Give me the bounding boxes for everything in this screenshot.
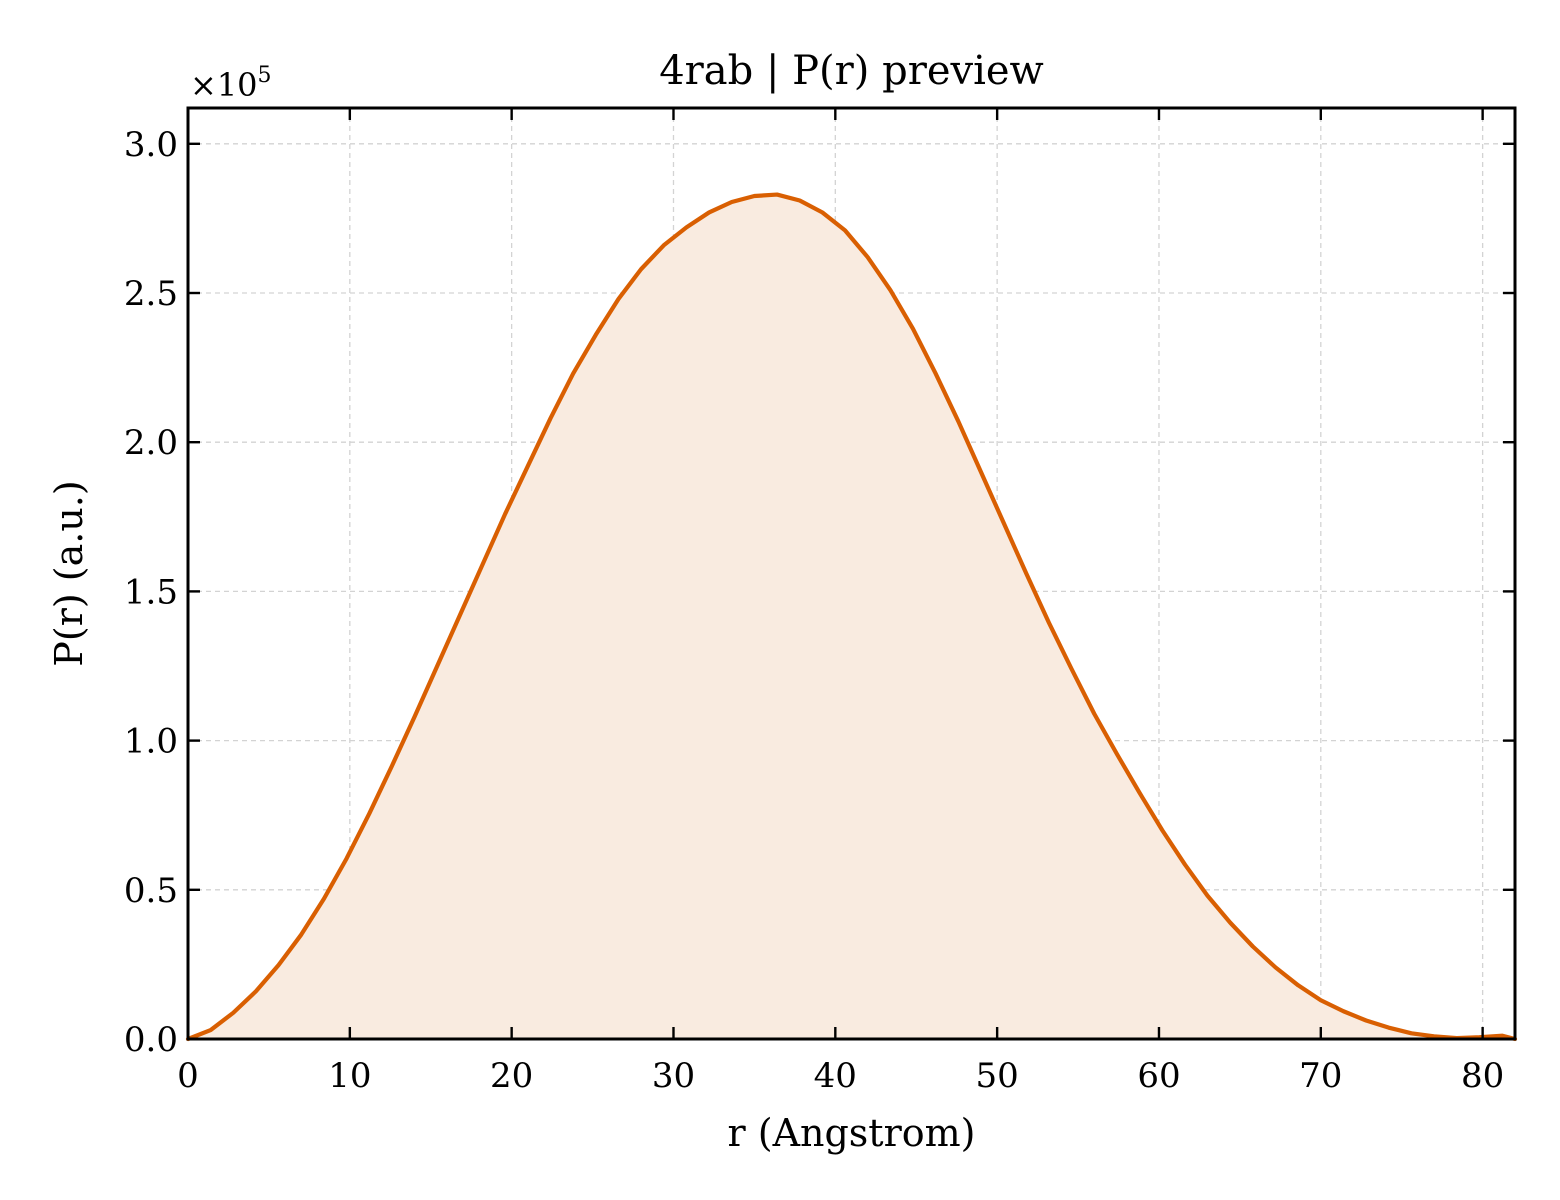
x-tick-label: 50 bbox=[976, 1056, 1019, 1096]
chart-title: 4rab | P(r) preview bbox=[659, 48, 1044, 94]
x-tick-label: 60 bbox=[1137, 1056, 1180, 1096]
y-axis-label: P(r) (a.u.) bbox=[47, 480, 91, 666]
y-offset-exponent: 5 bbox=[258, 63, 272, 88]
axes-frame bbox=[186, 106, 1517, 1041]
y-offset-label: ×105 bbox=[190, 63, 272, 104]
y-tick-label: 1.5 bbox=[124, 572, 178, 612]
x-tick-label: 0 bbox=[177, 1056, 199, 1096]
series-line bbox=[185, 192, 1518, 1042]
x-tick-label: 20 bbox=[490, 1056, 533, 1096]
x-tick-label: 10 bbox=[328, 1056, 371, 1096]
y-tick-label: 1.0 bbox=[124, 722, 178, 762]
y-tick-label: 2.5 bbox=[124, 274, 178, 314]
x-axis-label: r (Angstrom) bbox=[728, 1111, 976, 1155]
axis-ticks: 0 10 20 30 40 50 60 70 80 0.0 0.5 1.0 1.5 2.0 2.5 3.0 bbox=[124, 108, 1515, 1096]
x-tick-label: 30 bbox=[652, 1056, 695, 1096]
y-tick-label: 0.0 bbox=[124, 1020, 178, 1060]
y-offset-base: ×10 bbox=[190, 66, 258, 104]
y-tick-label: 2.0 bbox=[124, 423, 178, 463]
area-fill bbox=[188, 194, 1515, 1040]
x-tick-label: 70 bbox=[1299, 1056, 1342, 1096]
x-tick-label: 80 bbox=[1461, 1056, 1504, 1096]
y-tick-label: 3.0 bbox=[124, 125, 178, 165]
y-tick-label: 0.5 bbox=[124, 871, 178, 911]
x-tick-label: 40 bbox=[814, 1056, 857, 1096]
